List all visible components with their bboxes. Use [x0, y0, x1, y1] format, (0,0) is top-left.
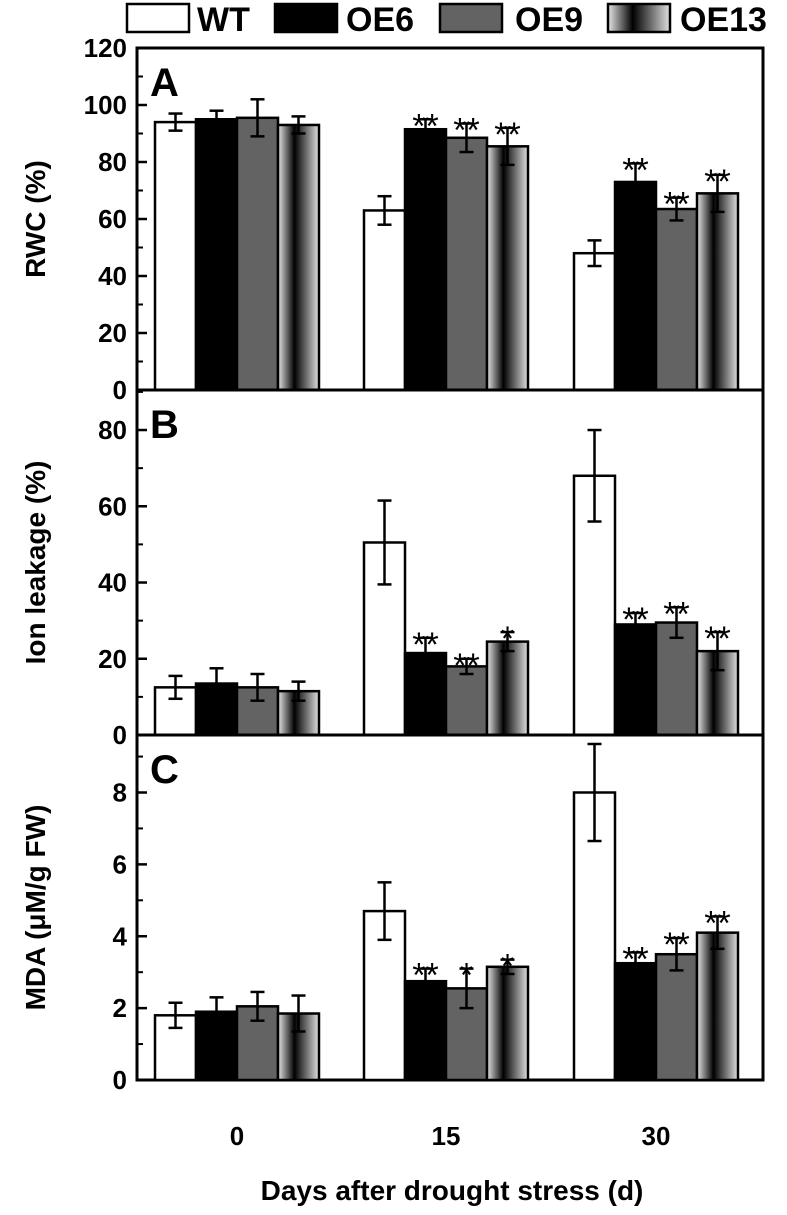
bar-oe13-day15: [485, 145, 530, 392]
y-tick-label: 100: [84, 90, 127, 120]
significance-mark: **: [494, 116, 520, 154]
y-axis-label: Ion leakage (%): [20, 461, 51, 665]
bar-oe9-day0: [235, 116, 280, 392]
legend-label-oe6: OE6: [346, 1, 414, 39]
panel-letter: C: [150, 748, 179, 792]
legend-swatch-oe9: [438, 2, 504, 34]
x-tick-label: 0: [230, 1121, 244, 1151]
y-tick-label: 40: [98, 261, 127, 291]
bar-oe9-day0: [235, 1005, 280, 1082]
bar-oe6-day30: [613, 180, 658, 392]
significance-mark: *: [501, 620, 514, 658]
y-tick-label: 8: [113, 778, 127, 808]
legend-swatch-oe13: [606, 2, 672, 34]
bar-oe9-day15: [444, 136, 489, 392]
legend: WT OE6 OE9 OE13: [125, 1, 767, 39]
bar-wt-day30: [572, 251, 617, 392]
significance-mark: **: [622, 601, 648, 639]
y-tick-label: 0: [113, 375, 127, 405]
legend-swatch-wt: [125, 2, 191, 34]
panel-letter: B: [150, 403, 179, 447]
y-tick-label: 120: [84, 33, 127, 63]
y-tick-label: 80: [98, 415, 127, 445]
significance-mark: **: [622, 151, 648, 189]
bar-oe13-day0: [276, 123, 321, 392]
significance-mark: **: [412, 107, 438, 145]
y-axis-label: RWC (%): [20, 160, 51, 278]
y-tick-label: 20: [98, 644, 127, 674]
bar-oe6-day30: [613, 623, 658, 737]
y-tick-label: 60: [98, 204, 127, 234]
legend-label-wt: WT: [197, 1, 250, 39]
significance-mark: **: [622, 940, 648, 978]
significance-mark: **: [704, 904, 730, 942]
y-tick-label: 0: [113, 1065, 127, 1095]
bar-oe6-day30: [613, 961, 658, 1082]
significance-mark: **: [412, 626, 438, 664]
x-axis-title: Days after drought stress (d): [261, 1175, 644, 1206]
y-tick-label: 40: [98, 568, 127, 598]
bar-oe13-day30: [695, 192, 740, 392]
y-tick-label: 6: [113, 849, 127, 879]
x-tick-label: 30: [642, 1121, 671, 1151]
legend-label-oe13: OE13: [680, 1, 767, 39]
bar-oe6-day0: [194, 118, 239, 392]
bar-oe13-day30: [695, 931, 740, 1082]
y-tick-label: 4: [113, 921, 128, 951]
x-axis: 0 15 30 Days after drought stress (d): [230, 1121, 671, 1206]
bar-oe6-day15: [403, 979, 448, 1082]
bar-oe9-day30: [654, 952, 699, 1082]
bar-oe9-day30: [654, 207, 699, 392]
panel-a: 0 20 40 60 80 100 120 RWC (%) A ** ** ** ** ** **: [20, 33, 765, 405]
significance-mark: **: [704, 163, 730, 201]
bar-oe13-day15: [485, 640, 530, 737]
significance-mark: *: [501, 948, 514, 986]
bar-wt-day15: [362, 209, 407, 392]
bar-oe9-day30: [654, 621, 699, 737]
significance-mark: *: [460, 957, 473, 995]
bar-wt-day0: [153, 120, 198, 392]
significance-mark: **: [453, 112, 479, 150]
y-tick-label: 2: [113, 993, 127, 1023]
bar-oe6-day15: [403, 127, 448, 392]
y-tick-label: 60: [98, 491, 127, 521]
significance-mark: **: [412, 957, 438, 995]
bar-oe13-day15: [485, 965, 530, 1082]
x-tick-label: 15: [432, 1121, 461, 1151]
y-tick-label: 0: [113, 720, 127, 750]
significance-mark: **: [663, 926, 689, 964]
significance-mark: **: [704, 620, 730, 658]
panel-letter: A: [150, 61, 179, 105]
significance-mark: **: [453, 647, 479, 685]
y-tick-label: 80: [98, 147, 127, 177]
significance-mark: **: [663, 595, 689, 633]
legend-swatch-oe6: [273, 2, 339, 34]
y-axis-label: MDA (μM/g FW): [20, 805, 51, 1011]
significance-mark: **: [663, 186, 689, 224]
legend-label-oe9: OE9: [515, 1, 583, 39]
y-tick-label: 20: [98, 318, 127, 348]
